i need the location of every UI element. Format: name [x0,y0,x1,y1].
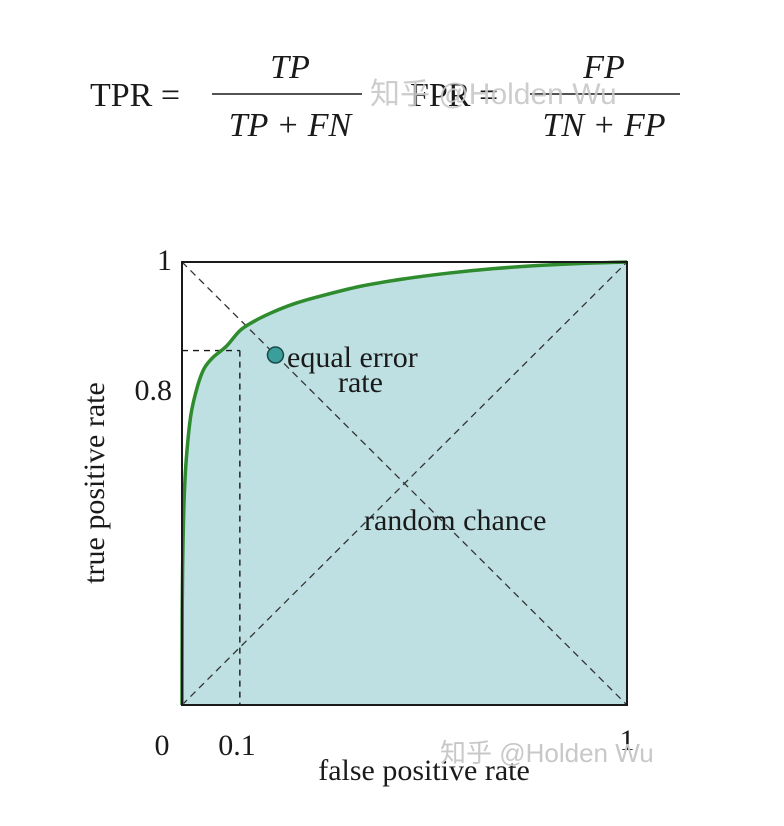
y-tick-label-1: 1 [157,244,172,277]
roc-curve [180,260,628,706]
x-axis-label: false positive rate [318,754,530,787]
annotation-eer-line1: equal error [287,341,418,374]
x-tick-label-0: 0 [155,729,170,762]
annotation-eer-line2: rate [338,366,383,399]
y-tick-label-0: 0.8 [135,374,173,407]
equal-error-line [181,261,628,706]
eer-point-marker [266,346,285,364]
fpr-numerator: FP [582,49,625,86]
watermark-top: 知乎 @Holden Wu [370,78,617,111]
y-axis-label: true positive rate [78,382,111,584]
watermark-bottom: 知乎 @Holden Wu [440,738,654,768]
annotation-random-chance: random chance [364,504,546,537]
tpr-numerator: TP [270,49,310,86]
formula-area: TPR = TP TP + FN FPR = FP TN + FP 知乎 @Ho… [90,49,680,144]
fpr-lhs: FPR = [410,77,498,114]
fpr-denominator: TN + FP [542,107,665,144]
x-tick-label-2: 1 [620,724,635,757]
x-tick-label-1: 0.1 [218,729,256,762]
plot-frame [181,261,628,706]
tpr-denominator: TP + FN [229,107,354,144]
tpr-lhs: TPR = [90,77,180,114]
